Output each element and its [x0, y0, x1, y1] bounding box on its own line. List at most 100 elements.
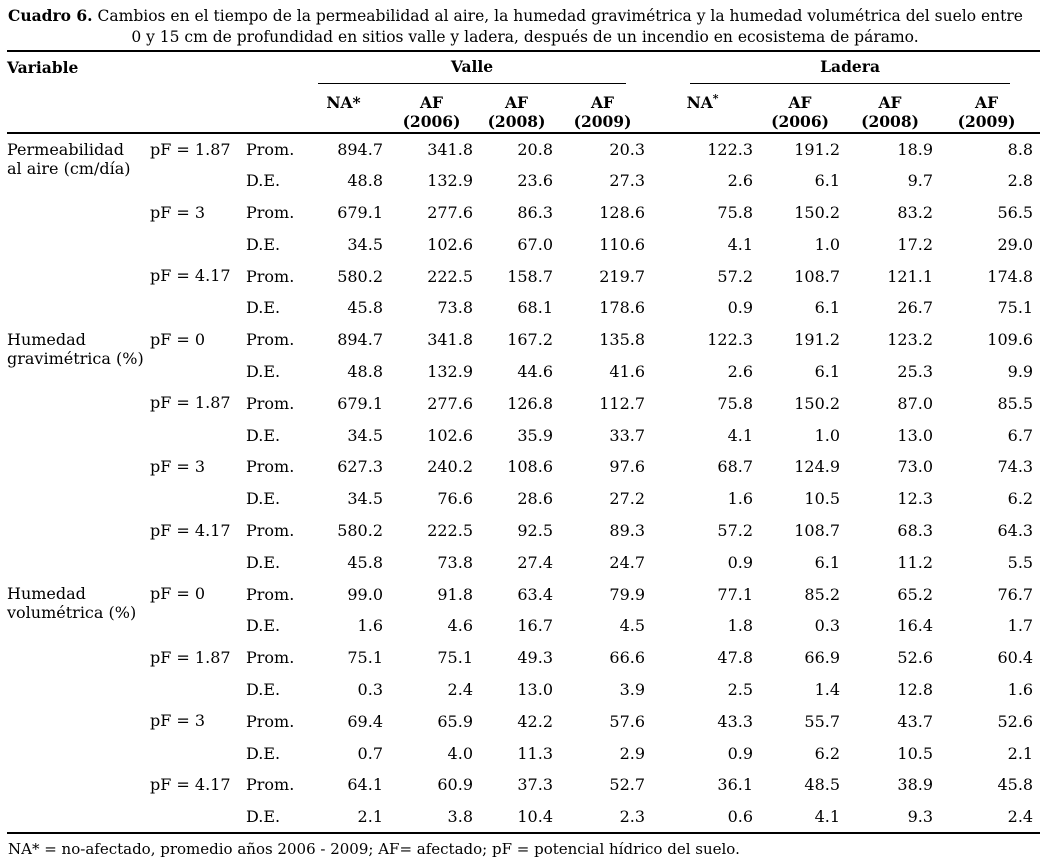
value-cell: 26.7: [897, 298, 934, 318]
value-cell: 191.2: [794, 139, 841, 159]
stat-label: Prom.: [246, 266, 295, 286]
column-header-year: (2008): [487, 112, 546, 132]
stat-label: Prom.: [246, 520, 295, 540]
value-cell: 1.6: [357, 616, 383, 636]
value-cell: 4.6: [447, 616, 473, 636]
value-cell: 174.8: [987, 266, 1034, 286]
column-header-text: NA: [686, 93, 713, 113]
value-cell: 894.7: [337, 330, 383, 350]
column-header-valle-af2008: AF (2008): [480, 84, 560, 134]
value-cell: 65.9: [437, 711, 473, 731]
value-cell: 97.6: [609, 457, 646, 477]
stat-label: D.E.: [246, 425, 281, 445]
table-footnote: NA* = no-afectado, promedio años 2006 - …: [8, 839, 740, 858]
value-cell: 10.4: [517, 806, 553, 826]
table-row: D.E. 48.8 132.9 44.6 41.6 2.6 6.1 25.3 9.9: [7, 356, 1040, 388]
table-row: pF = 4.17 Prom. 64.1 60.9 37.3 52.7 36.1 48.5 38…: [7, 769, 1040, 801]
value-cell: 13.0: [897, 425, 934, 445]
value-cell: 52.7: [609, 775, 646, 795]
value-cell: 2.4: [1007, 806, 1034, 826]
value-cell: 121.1: [887, 266, 934, 286]
value-cell: 27.2: [609, 489, 646, 509]
value-cell: 52.6: [997, 711, 1034, 731]
value-cell: 109.6: [987, 330, 1034, 350]
value-cell: 48.8: [347, 361, 383, 381]
value-cell: 132.9: [427, 171, 473, 191]
stat-label: Prom.: [246, 393, 295, 413]
table-header: Variable Valle Ladera NA* AF (2006): [7, 51, 1041, 134]
value-cell: 9.9: [1007, 361, 1034, 381]
variable-label-line: gravimétrica (%): [7, 348, 144, 368]
stat-label: D.E.: [246, 361, 281, 381]
table-row: D.E. 45.8 73.8 68.1 178.6 0.9 6.1 26.7 75.1: [7, 292, 1040, 324]
value-cell: 108.7: [794, 266, 841, 286]
value-cell: 0.9: [727, 552, 754, 572]
variable-label-line: Humedad: [7, 329, 86, 349]
value-cell: 108.6: [507, 457, 553, 477]
pf-label: pF = 4.17: [150, 266, 231, 286]
value-cell: 580.2: [337, 266, 383, 286]
column-header-valle-af2009: AF (2009): [560, 84, 653, 134]
value-cell: 150.2: [794, 202, 841, 222]
table-row: pF = 3 Prom. 679.1 277.6 86.3 128.6 75.8 150.2 8…: [7, 197, 1040, 229]
value-cell: 0.7: [357, 743, 383, 763]
value-cell: 76.6: [437, 489, 473, 509]
value-cell: 627.3: [337, 457, 383, 477]
stat-label: D.E.: [246, 679, 281, 699]
value-cell: 123.2: [887, 330, 934, 350]
value-cell: 33.7: [609, 425, 646, 445]
table-row: D.E. 2.1 3.8 10.4 2.3 0.6 4.1 9.3 2.4: [7, 801, 1040, 833]
table-row: Humedad volumétrica (%) pF = 0 Prom. 99.0 91.…: [7, 578, 1040, 622]
stat-label: D.E.: [246, 616, 281, 636]
value-cell: 0.3: [814, 616, 841, 636]
value-cell: 44.6: [517, 361, 553, 381]
value-cell: 9.3: [907, 806, 934, 826]
table-row: D.E. 45.8 73.8 27.4 24.7 0.9 6.1 11.2 5.5: [7, 546, 1040, 578]
value-cell: 42.2: [517, 711, 553, 731]
value-cell: 341.8: [427, 139, 473, 159]
table-row: pF = 3 Prom. 627.3 240.2 108.6 97.6 68.7 124.9 7…: [7, 451, 1040, 483]
value-cell: 10.5: [804, 489, 841, 509]
value-cell: 27.3: [609, 171, 646, 191]
variable-label-line: Permeabilidad: [7, 140, 124, 159]
value-cell: 9.7: [907, 171, 934, 191]
value-cell: 11.2: [897, 552, 934, 572]
value-cell: 23.6: [517, 171, 553, 191]
value-cell: 1.4: [814, 679, 841, 699]
value-cell: 68.1: [517, 298, 553, 318]
column-header-text: AF: [975, 93, 999, 113]
group-header-valle: Valle: [304, 51, 652, 84]
table-row: D.E. 34.5 102.6 67.0 110.6 4.1 1.0 17.2 29.0: [7, 228, 1040, 260]
value-cell: 68.7: [717, 457, 754, 477]
value-cell: 41.6: [609, 361, 646, 381]
value-cell: 36.1: [717, 775, 754, 795]
stat-column-header: [238, 51, 304, 134]
value-cell: 77.1: [717, 584, 754, 604]
table-row: D.E. 34.5 102.6 35.9 33.7 4.1 1.0 13.0 6.7: [7, 419, 1040, 451]
value-cell: 1.6: [1007, 679, 1034, 699]
value-cell: 57.2: [717, 266, 754, 286]
value-cell: 240.2: [427, 457, 473, 477]
value-cell: 12.3: [897, 489, 934, 509]
value-cell: 122.3: [707, 139, 754, 159]
value-cell: 1.0: [814, 425, 841, 445]
value-cell: 679.1: [337, 393, 383, 413]
value-cell: 10.5: [897, 743, 934, 763]
value-cell: 679.1: [337, 202, 383, 222]
value-cell: 341.8: [427, 330, 473, 350]
column-header-text: AF: [419, 93, 444, 113]
value-cell: 87.0: [897, 393, 934, 413]
value-cell: 18.9: [897, 139, 934, 159]
value-cell: 4.5: [619, 616, 646, 636]
value-cell: 60.4: [997, 648, 1034, 668]
value-cell: 2.6: [727, 171, 754, 191]
pf-label: pF = 0: [150, 584, 206, 604]
value-cell: 4.1: [814, 806, 841, 826]
column-header-ladera-af2009: AF (2009): [940, 84, 1041, 134]
value-cell: 894.7: [337, 139, 383, 159]
value-cell: 75.1: [437, 648, 473, 668]
value-cell: 2.3: [619, 806, 646, 826]
value-cell: 3.9: [619, 679, 646, 699]
value-cell: 63.4: [517, 584, 553, 604]
